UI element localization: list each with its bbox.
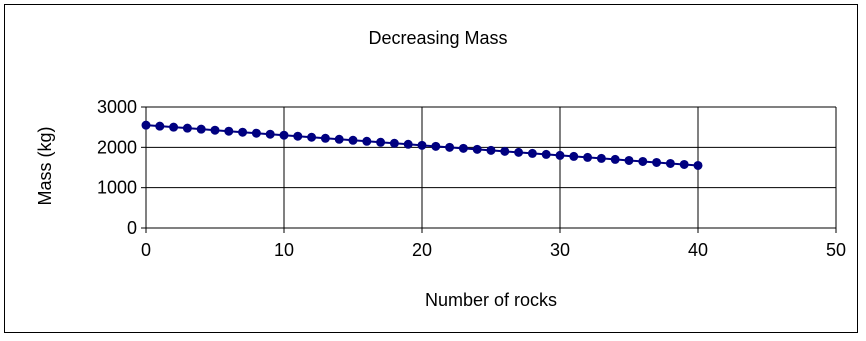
data-point xyxy=(265,129,275,139)
data-point xyxy=(514,147,524,157)
data-point xyxy=(679,159,689,169)
y-tick-label: 0 xyxy=(127,218,137,238)
data-point xyxy=(238,127,248,137)
data-point xyxy=(458,143,468,153)
x-tick-label: 50 xyxy=(826,240,846,260)
data-point xyxy=(362,136,372,146)
data-point xyxy=(196,124,206,134)
data-point xyxy=(693,160,703,170)
data-point xyxy=(638,156,648,166)
data-point xyxy=(665,158,675,168)
data-point xyxy=(293,131,303,141)
tick-labels: 0 1000 2000 3000 0 10 20 30 40 50 xyxy=(97,97,846,260)
data-point xyxy=(279,130,289,140)
x-axis-label: Number of rocks xyxy=(425,290,557,310)
data-point xyxy=(541,149,551,159)
data-point xyxy=(624,155,634,165)
data-point xyxy=(555,150,565,160)
data-point xyxy=(376,137,386,147)
x-tick-label: 10 xyxy=(274,240,294,260)
y-tick-label: 1000 xyxy=(97,178,137,198)
y-tick-label: 3000 xyxy=(97,97,137,117)
data-point xyxy=(583,152,593,162)
chart-title: Decreasing Mass xyxy=(368,28,507,48)
data-point xyxy=(210,125,220,135)
y-tick-label: 2000 xyxy=(97,137,137,157)
data-point xyxy=(500,146,510,156)
data-point xyxy=(155,121,165,131)
x-tick-label: 20 xyxy=(412,240,432,260)
data-point xyxy=(348,135,358,145)
axes xyxy=(141,106,837,233)
data-point xyxy=(141,120,151,130)
data-point xyxy=(596,153,606,163)
data-point xyxy=(389,138,399,148)
data-point xyxy=(431,141,441,151)
x-tick-label: 40 xyxy=(688,240,708,260)
data-point xyxy=(569,151,579,161)
data-point xyxy=(251,128,261,138)
data-point xyxy=(182,123,192,133)
x-tick-label: 0 xyxy=(141,240,151,260)
y-axis-label: Mass (kg) xyxy=(35,126,55,205)
data-point xyxy=(403,139,413,149)
data-point xyxy=(610,154,620,164)
data-point xyxy=(652,157,662,167)
data-point xyxy=(169,122,179,132)
data-point xyxy=(334,134,344,144)
data-point xyxy=(224,126,234,136)
data-series xyxy=(141,120,703,170)
data-point xyxy=(307,132,317,142)
data-point xyxy=(486,145,496,155)
data-point xyxy=(472,144,482,154)
gridlines xyxy=(146,106,837,228)
data-point xyxy=(445,142,455,152)
data-point xyxy=(417,140,427,150)
data-point xyxy=(320,133,330,143)
x-tick-label: 30 xyxy=(550,240,570,260)
data-point xyxy=(527,148,537,158)
